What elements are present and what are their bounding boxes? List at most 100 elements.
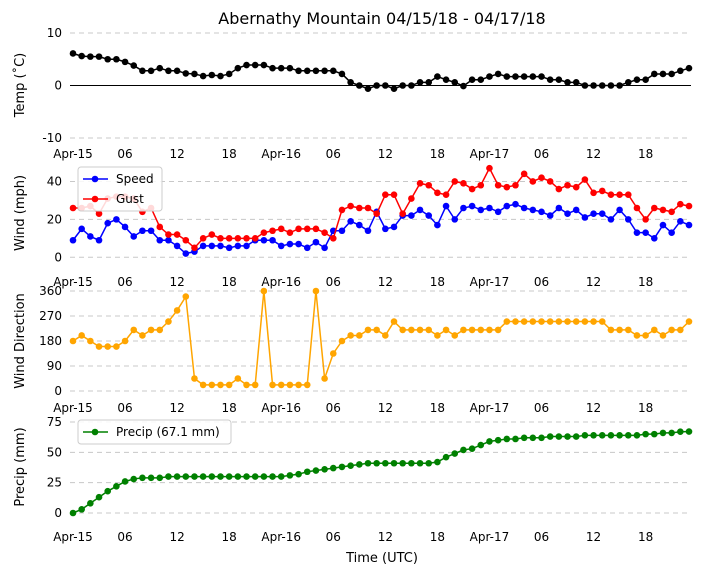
data-point <box>451 216 459 223</box>
data-point <box>668 70 675 78</box>
data-point <box>564 79 571 86</box>
data-point <box>590 318 597 325</box>
data-point <box>251 473 259 480</box>
data-point <box>460 446 467 454</box>
data-point <box>659 332 667 339</box>
x-tick-label: 12 <box>378 530 393 544</box>
data-point <box>434 332 441 339</box>
data-point <box>529 434 537 442</box>
data-point <box>564 433 571 440</box>
data-point <box>182 236 190 244</box>
data-point <box>191 70 198 78</box>
y-axis-label: Wind Direction <box>13 293 28 389</box>
data-point <box>546 318 554 325</box>
data-point <box>486 204 493 212</box>
series-line <box>73 166 690 249</box>
data-point <box>147 227 155 235</box>
data-point <box>468 202 476 210</box>
data-point <box>121 223 129 231</box>
legend-label: Gust <box>116 192 144 206</box>
x-tick-label: Apr-16 <box>261 401 301 415</box>
data-point <box>598 187 606 195</box>
data-point <box>173 307 181 314</box>
data-point <box>642 430 649 438</box>
panel-4: 0 25 50 75 Precip (mm) Apr-15 06 12 18 Apr-16 06 12… <box>13 415 693 544</box>
data-point <box>251 235 259 242</box>
x-tick-label: 12 <box>169 147 184 161</box>
data-point <box>642 216 649 223</box>
data-point <box>416 326 424 334</box>
data-point <box>147 326 155 334</box>
legend-marker <box>91 428 99 436</box>
data-point <box>147 474 155 482</box>
data-point <box>451 178 459 185</box>
data-point <box>677 428 684 436</box>
data-point <box>408 459 415 467</box>
y-tick-label: 90 <box>47 359 62 373</box>
data-point <box>303 67 311 75</box>
data-point <box>277 381 285 389</box>
data-point <box>234 473 242 480</box>
data-point <box>408 326 415 334</box>
data-point <box>494 326 502 334</box>
x-tick-label: 18 <box>430 530 445 544</box>
data-point <box>208 242 216 250</box>
data-point <box>399 210 406 217</box>
data-point <box>191 244 198 252</box>
data-point <box>217 242 224 250</box>
data-point <box>546 212 554 219</box>
data-point <box>260 229 268 236</box>
data-point <box>520 73 528 80</box>
x-tick-label: 12 <box>586 275 601 289</box>
data-point <box>243 242 250 250</box>
data-point <box>199 235 207 242</box>
data-point <box>477 206 485 214</box>
data-point <box>520 434 528 442</box>
data-point <box>78 225 85 233</box>
data-point <box>503 202 511 210</box>
x-tick-label: 18 <box>222 401 237 415</box>
data-point <box>347 79 354 86</box>
x-tick-label: Apr-16 <box>261 530 301 544</box>
data-point <box>538 208 545 216</box>
data-point <box>624 191 632 199</box>
x-tick-label: Apr-16 <box>261 147 301 161</box>
data-point <box>269 64 276 72</box>
y-tick-label: 25 <box>47 476 62 490</box>
data-point <box>225 473 233 480</box>
data-point <box>165 236 172 244</box>
data-point <box>225 70 233 78</box>
data-point <box>668 429 675 437</box>
data-point <box>95 343 103 350</box>
data-point <box>130 233 138 240</box>
data-point <box>373 210 380 217</box>
data-point <box>303 468 311 476</box>
data-point <box>113 216 120 223</box>
data-point <box>494 436 502 444</box>
data-point <box>373 326 380 334</box>
data-point <box>685 428 693 435</box>
data-point <box>182 473 190 480</box>
data-point <box>477 76 485 84</box>
x-tick-label: 18 <box>638 530 653 544</box>
data-point <box>329 67 337 75</box>
data-point <box>321 375 328 382</box>
x-tick-label: Apr-17 <box>470 401 510 415</box>
data-point <box>434 221 441 229</box>
data-point <box>312 238 320 246</box>
x-tick-label: 18 <box>222 530 237 544</box>
data-point <box>442 191 450 199</box>
data-point <box>182 250 190 257</box>
data-point <box>668 229 675 236</box>
data-point <box>312 67 320 75</box>
data-point <box>486 164 493 172</box>
y-tick-label: -10 <box>42 131 62 145</box>
data-point <box>486 326 493 334</box>
data-point <box>260 287 268 295</box>
data-point <box>512 200 519 208</box>
data-point <box>633 204 641 212</box>
data-point <box>685 202 693 210</box>
data-point <box>659 206 667 214</box>
data-point <box>538 434 545 442</box>
